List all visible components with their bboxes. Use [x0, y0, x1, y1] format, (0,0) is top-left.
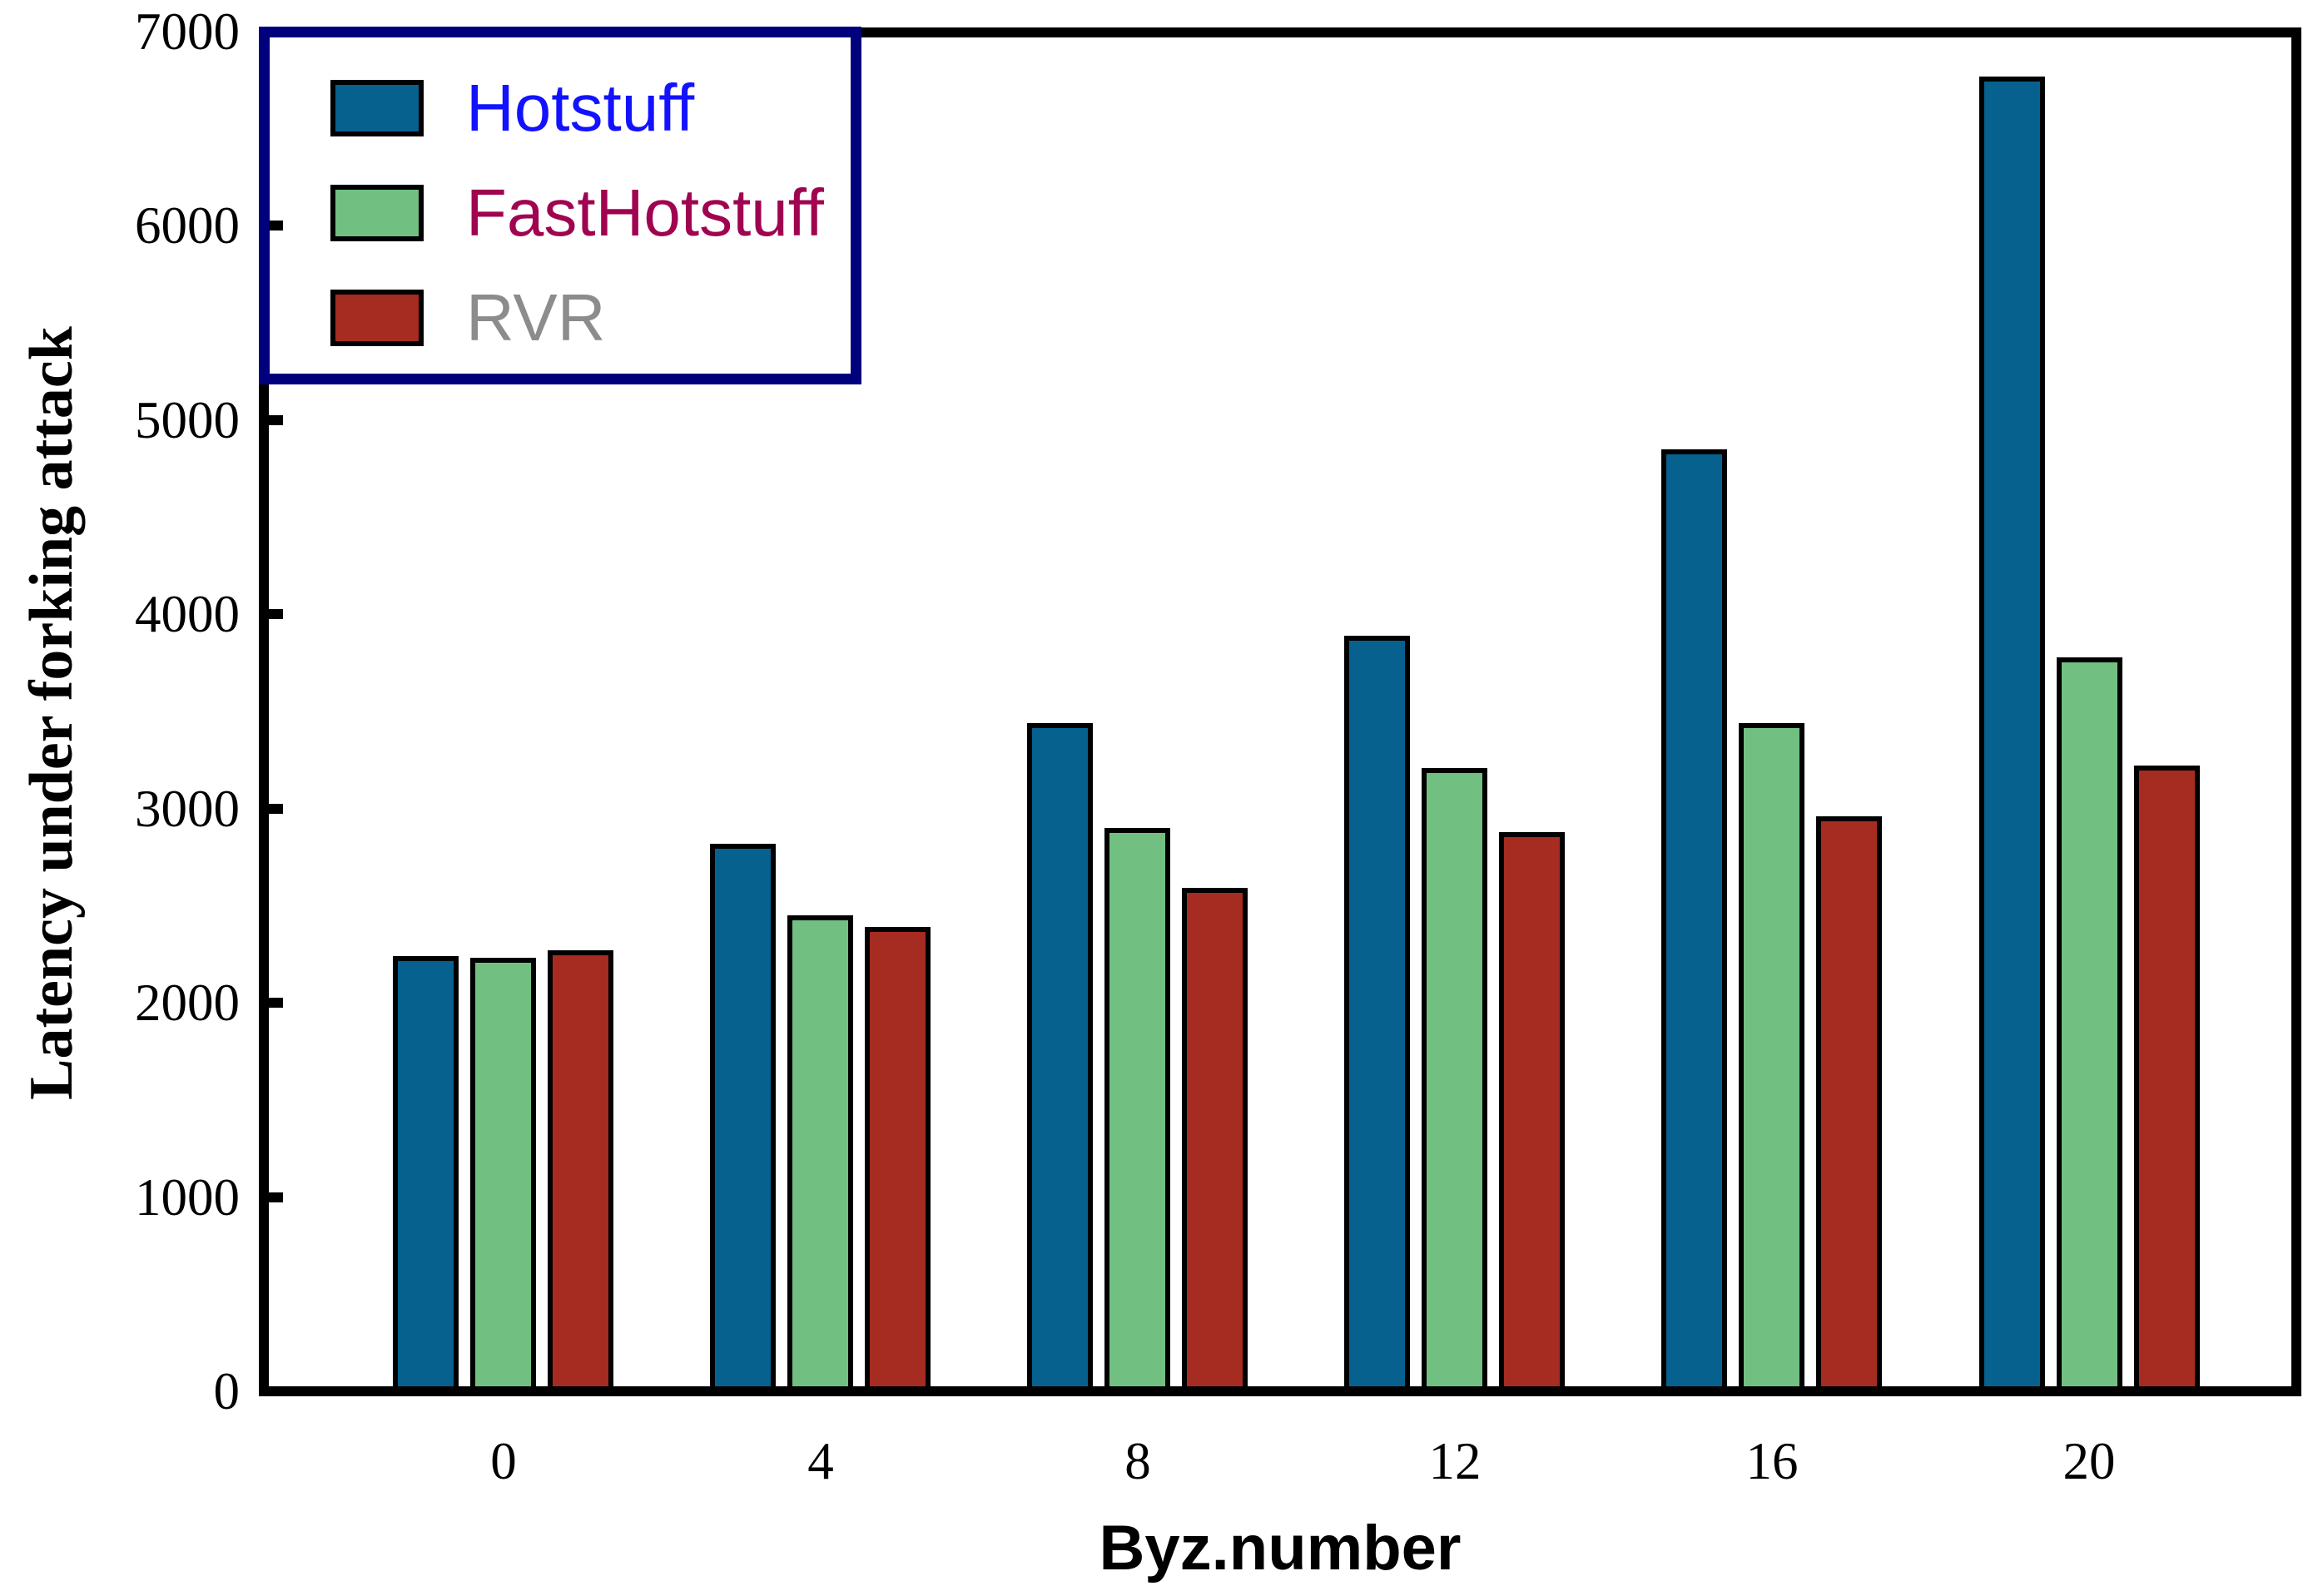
bar-rvr-byz0 [548, 950, 613, 1396]
legend-label-fasthotstuff: FastHotstuff [466, 176, 824, 250]
bar-fasthotstuff-byz0 [470, 958, 536, 1396]
bar-fasthotstuff-byz4 [787, 915, 853, 1396]
y-tick-label-1000: 1000 [135, 1168, 240, 1227]
bar-fasthotstuff-byz20 [2057, 657, 2122, 1396]
y-tick-mark-1000 [269, 1192, 283, 1202]
bar-rvr-byz4 [865, 927, 931, 1396]
y-tick-label-6000: 6000 [135, 196, 240, 255]
legend-label-hotstuff: Hotstuff [466, 71, 695, 145]
y-tick-mark-3000 [269, 804, 283, 814]
x-tick-label-8: 8 [1124, 1432, 1151, 1490]
legend: Hotstuff FastHotstuff RVR [259, 27, 861, 384]
bar-rvr-byz20 [2134, 766, 2200, 1396]
fasthotstuff-swatch-icon [330, 185, 424, 241]
bar-hotstuff-byz4 [710, 844, 776, 1396]
y-tick-label-7000: 7000 [135, 2, 240, 61]
bar-hotstuff-byz12 [1344, 636, 1410, 1396]
x-tick-label-20: 20 [2062, 1432, 2116, 1490]
bar-rvr-byz8 [1182, 888, 1248, 1396]
y-tick-mark-4000 [269, 609, 283, 619]
rvr-swatch-icon [330, 290, 424, 346]
bar-hotstuff-byz16 [1661, 449, 1727, 1396]
bar-fasthotstuff-byz12 [1422, 768, 1487, 1396]
legend-label-rvr: RVR [466, 280, 606, 354]
y-tick-mark-6000 [269, 221, 283, 230]
y-tick-label-0: 0 [213, 1362, 241, 1420]
y-tick-mark-5000 [269, 415, 283, 425]
bar-fasthotstuff-byz8 [1104, 828, 1170, 1396]
y-tick-label-5000: 5000 [135, 391, 240, 449]
y-tick-label-2000: 2000 [135, 974, 240, 1032]
y-tick-label-3000: 3000 [135, 780, 240, 838]
hotstuff-swatch-icon [330, 80, 424, 136]
y-tick-mark-2000 [269, 998, 283, 1008]
bar-hotstuff-byz8 [1027, 723, 1093, 1396]
y-tick-label-4000: 4000 [135, 585, 240, 643]
bar-rvr-byz12 [1499, 832, 1565, 1396]
bar-fasthotstuff-byz16 [1739, 723, 1804, 1396]
bar-rvr-byz16 [1816, 816, 1882, 1396]
bar-hotstuff-byz20 [1979, 77, 2045, 1396]
x-axis-label: Byz.number [1099, 1513, 1462, 1584]
x-tick-label-12: 12 [1428, 1432, 1482, 1490]
x-tick-label-4: 4 [807, 1432, 834, 1490]
bar-hotstuff-byz0 [393, 956, 459, 1396]
x-tick-label-0: 0 [490, 1432, 517, 1490]
x-tick-label-16: 16 [1745, 1432, 1799, 1490]
